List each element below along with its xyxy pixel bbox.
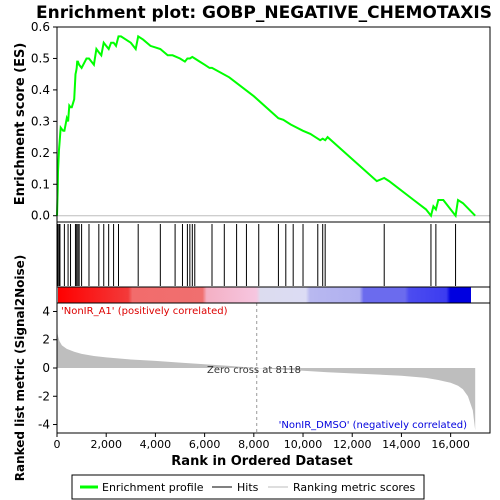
metric-x-axis: 0 2,000 4,000 6,000 8,000 10,000 12,000 14,000 1… [54,433,470,451]
metric-y-tick-label: 0 [42,361,50,375]
rank-color-bar [58,287,471,303]
es-y-axis-label: Enrichment score (ES) [13,43,28,206]
es-y-axis: 0.0 0.1 0.2 0.3 0.4 0.5 0.6 [31,20,57,223]
legend: Enrichment profile Hits Ranking metric s… [71,474,425,500]
x-tick-label: 4,000 [140,438,172,451]
zero-cross-label: Zero cross at 8118 [207,365,301,376]
legend-label-profile: Enrichment profile [102,481,204,494]
x-tick-label: 8,000 [238,438,270,451]
es-y-tick-label: 0.1 [31,177,50,191]
legend-label-metric: Ranking metric scores [293,481,415,494]
metric-y-axis: -4 -2 0 2 4 [38,304,57,432]
es-profile-line [56,34,476,219]
x-tick-label: 12,000 [333,438,372,451]
es-y-tick-label: 0.3 [31,114,50,128]
x-tick-label: 10,000 [284,438,323,451]
metric-y-axis-label: Ranked list metric (Signal2Noise) [13,255,27,482]
chart-title: Enrichment plot: GOBP_NEGATIVE_CHEMOTAXI… [36,3,492,23]
es-panel: 0.0 0.1 0.2 0.3 0.4 0.5 0.6 Enrichment score (… [13,20,491,223]
metric-y-tick-label: 2 [42,333,50,347]
x-tick-label: 0 [54,438,61,451]
es-panel-frame [56,26,491,223]
metric-y-tick-label: -2 [38,389,50,403]
metric-panel-frame [56,302,491,434]
metric-y-tick-label: -4 [38,418,50,432]
hits-panel-frame [56,221,491,288]
es-y-tick-label: 0.2 [31,146,50,160]
metric-y-tick-label: 4 [42,304,50,318]
x-tick-label: 6,000 [189,438,221,451]
metric-panel: -4 -2 0 2 4 0 2,000 4,000 6,000 8,000 10,000 12,00… [13,255,491,482]
positive-label: 'NonIR_A1' (positively correlated) [61,306,228,317]
es-y-tick-label: 0.5 [31,51,50,65]
x-tick-label: 2,000 [90,438,122,451]
metric-area [57,331,476,431]
es-y-tick-label: 0.4 [31,83,50,97]
x-tick-label: 16,000 [431,438,470,451]
es-y-tick-label: 0.6 [31,20,50,34]
hit-marks [57,224,457,286]
legend-frame [71,474,425,500]
hits-panel [56,221,491,288]
negative-label: 'NonIR_DMSO' (negatively correlated) [279,420,467,431]
legend-label-hits: Hits [237,481,259,494]
es-y-tick-label: 0.0 [31,209,50,223]
x-tick-label: 14,000 [382,438,421,451]
metric-x-axis-label: Rank in Ordered Dataset [171,454,352,469]
